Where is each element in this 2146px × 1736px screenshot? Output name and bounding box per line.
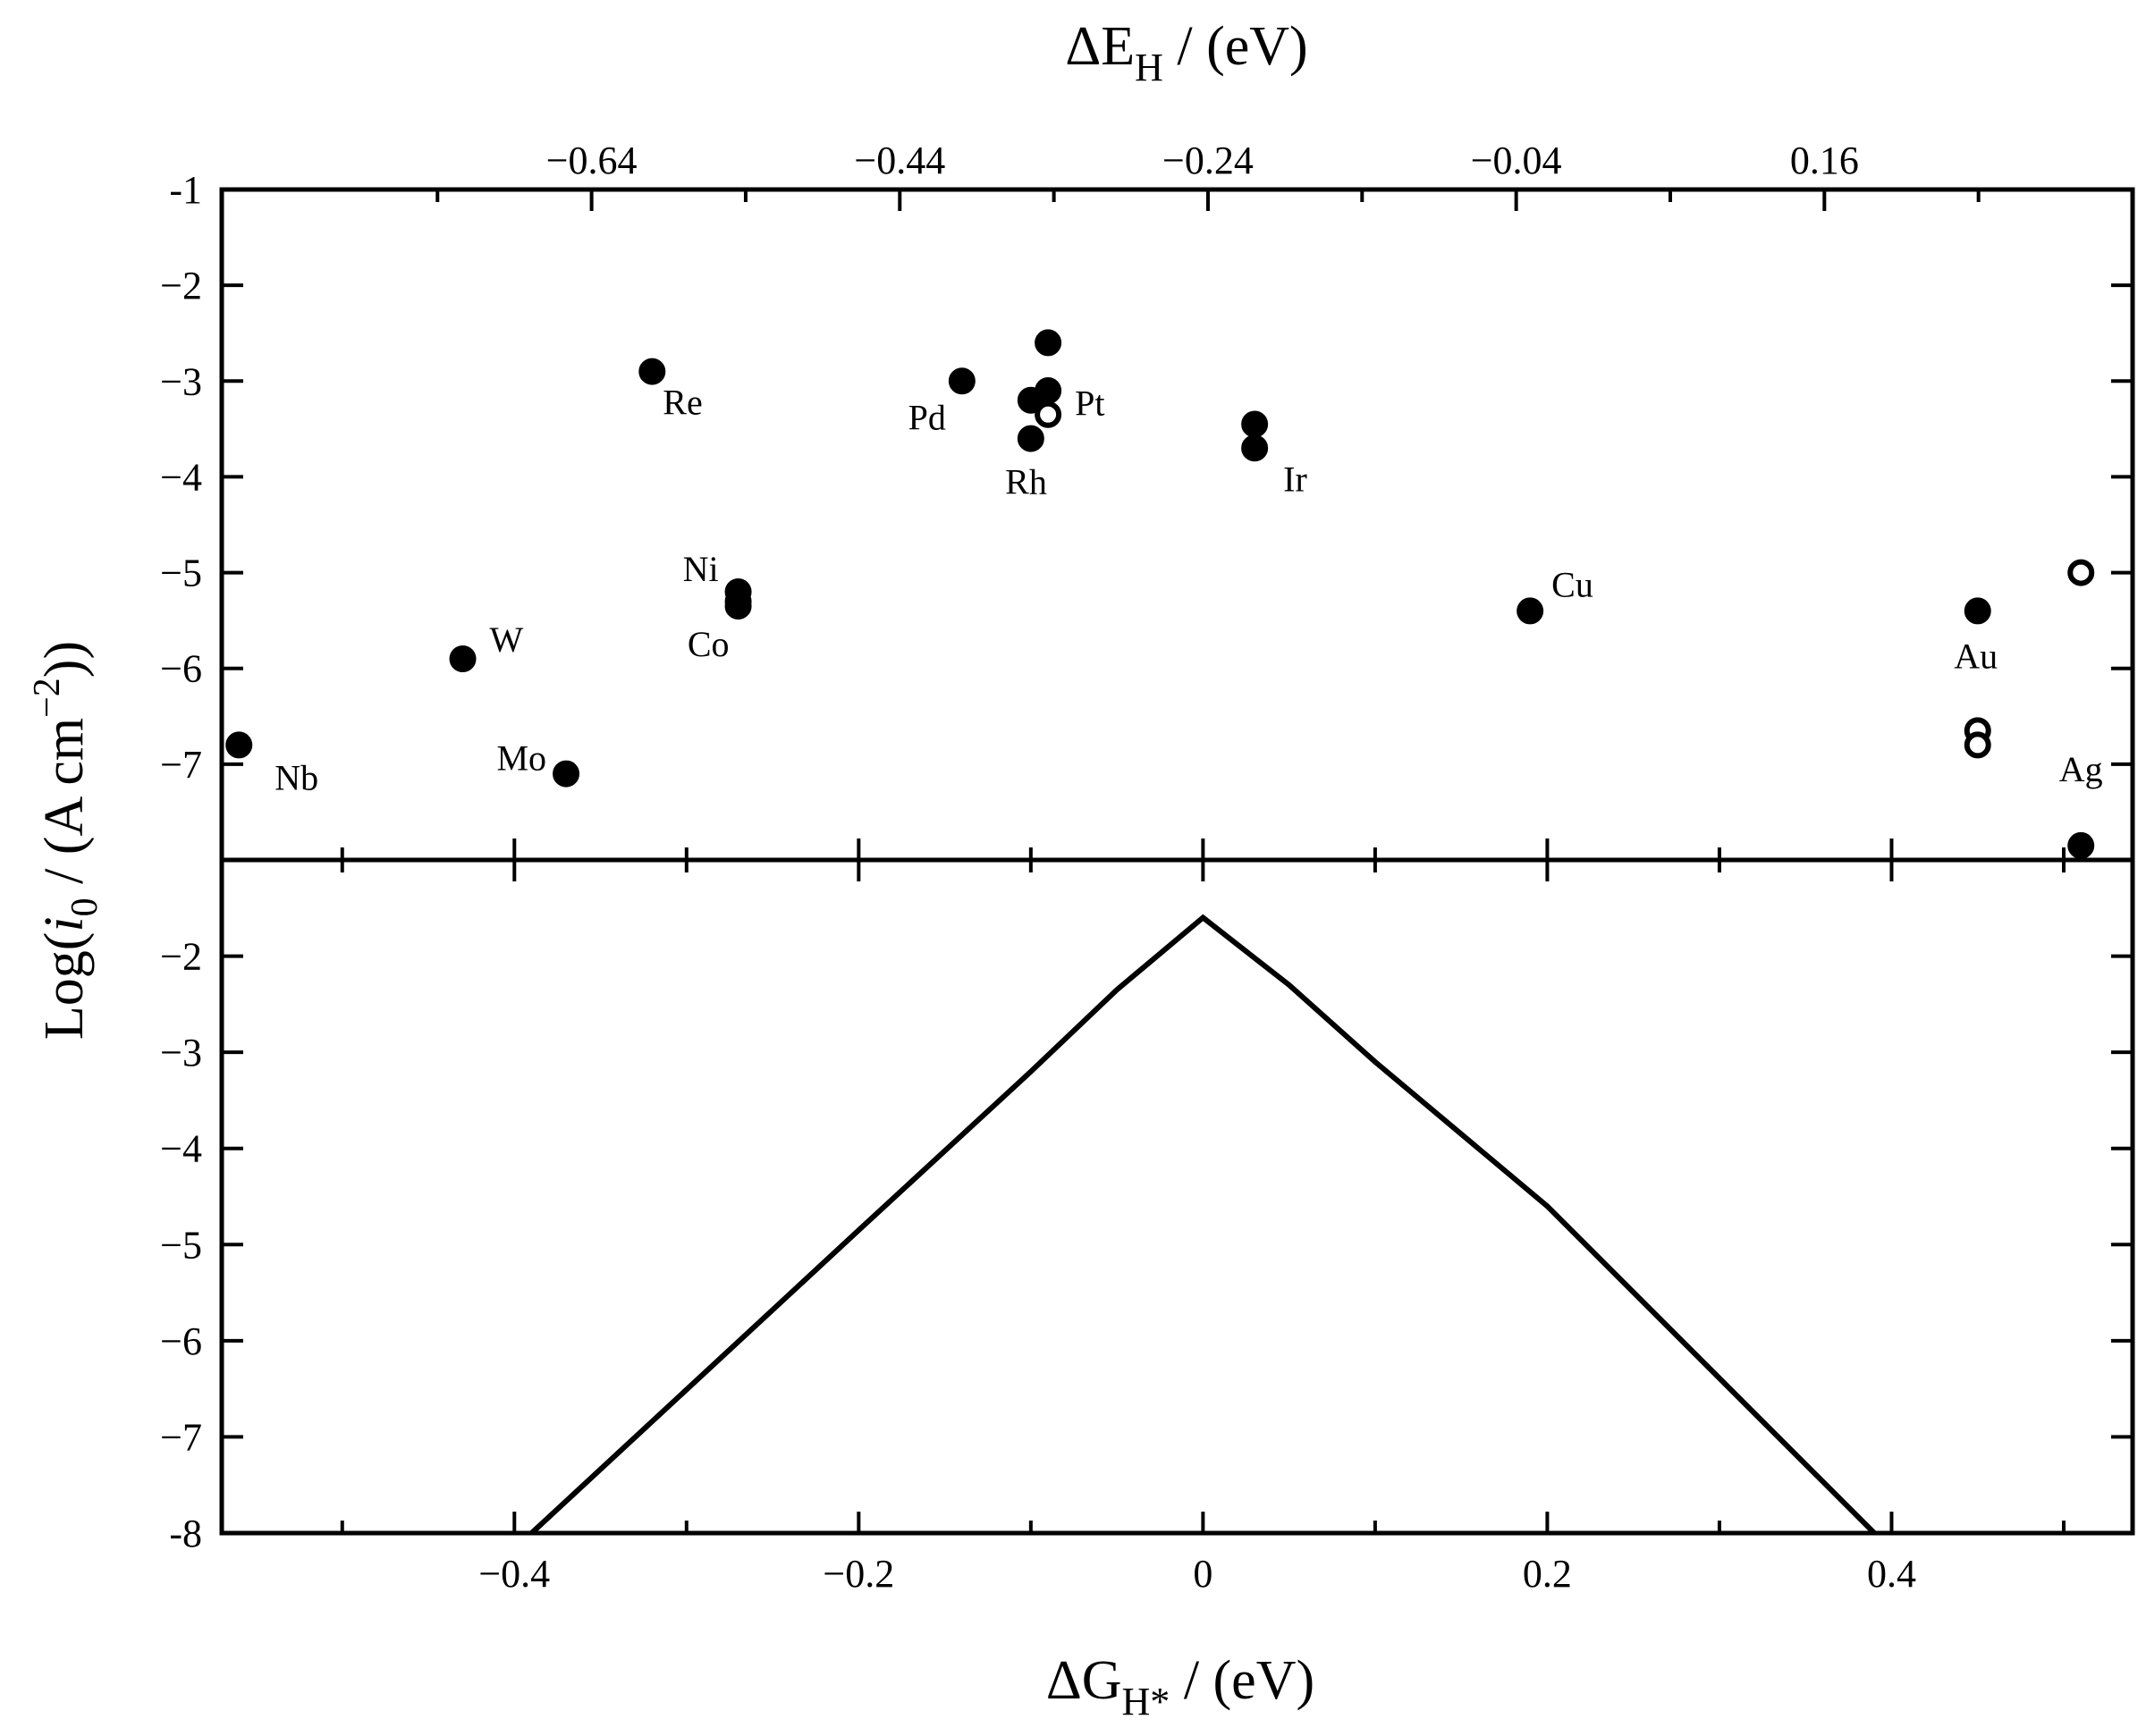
data-point-pt — [1035, 329, 1062, 357]
bottom-y-tick-label: −2 — [160, 935, 202, 979]
point-label-ir: Ir — [1283, 459, 1307, 499]
top-y-tick-label: −2 — [160, 264, 202, 308]
data-point-re — [638, 358, 666, 385]
data-point-ir — [1241, 434, 1269, 462]
point-label-mo: Mo — [496, 738, 546, 779]
bottom-y-tick-label: -8 — [169, 1512, 202, 1555]
bottom-x-tick-label: −0.4 — [478, 1552, 550, 1596]
top-y-tick-label: −4 — [160, 455, 202, 499]
point-label-co: Co — [688, 624, 730, 664]
data-point-cu — [1517, 597, 1544, 625]
data-point-ag — [2067, 559, 2095, 586]
bottom-x-axis: −0.4 −0.2 0 0.2 0.4 — [340, 1512, 2066, 1596]
point-label-pt: Pt — [1075, 383, 1104, 423]
data-point-pt — [1035, 400, 1062, 428]
data-point-au — [1964, 597, 1991, 625]
data-point-au — [1964, 731, 1991, 759]
top-x-tick-label: 0.16 — [1790, 139, 1859, 182]
point-label-re: Re — [663, 383, 702, 423]
volcano-curve-layer — [529, 914, 1877, 1536]
top-x-tick-label: −0.04 — [1471, 139, 1562, 182]
bottom-x-tick-label: −0.2 — [823, 1552, 894, 1596]
top-x-tick-label: −0.64 — [546, 139, 638, 182]
top-x-tick-label: −0.24 — [1162, 139, 1254, 182]
bottom-x-tick-label: 0.4 — [1867, 1552, 1916, 1596]
point-label-rh: Rh — [1005, 462, 1047, 502]
bottom-x-tick-label: 0.2 — [1523, 1552, 1572, 1596]
bottom-y-tick-label: −7 — [160, 1415, 202, 1459]
volcano-curve — [529, 914, 1877, 1536]
point-label-pd: Pd — [908, 397, 946, 437]
data-point-pd — [948, 367, 976, 395]
data-points-layer — [225, 329, 2095, 859]
point-label-cu: Cu — [1551, 564, 1593, 604]
bottom-x-tick-label: 0 — [1193, 1552, 1212, 1596]
point-label-w: W — [490, 619, 524, 660]
bottom-y-tick-label: −5 — [160, 1223, 202, 1267]
point-label-au: Au — [1954, 636, 1998, 676]
data-point-mo — [553, 760, 580, 788]
point-labels-layer: Nb W Mo Re Ni Co Pd Pt Rh Ir Cu Au Ag — [275, 383, 2102, 798]
left-y-axis: -1 −2 −3 −4 −5 −6 −7 −2 −3 −4 −5 −6 −7 -8 — [160, 168, 2133, 1555]
point-label-ni: Ni — [683, 549, 719, 589]
data-point-pt — [1017, 386, 1044, 414]
point-label-nb: Nb — [275, 757, 318, 797]
top-y-tick-label: -1 — [169, 168, 202, 212]
data-point-w — [449, 645, 477, 672]
data-point-nb — [225, 731, 253, 759]
data-point-ir — [1241, 410, 1269, 438]
top-y-tick-label: −6 — [160, 647, 202, 691]
plot-frame — [219, 187, 2135, 1536]
point-label-ag: Ag — [2059, 749, 2103, 789]
data-point-ag — [2067, 831, 2095, 859]
top-y-tick-label: −7 — [160, 743, 202, 787]
data-point-rh — [1017, 425, 1044, 452]
top-y-tick-label: −5 — [160, 552, 202, 595]
bottom-y-tick-label: −6 — [160, 1319, 202, 1363]
top-x-axis-title: ΔEH / (eV) — [1065, 16, 1307, 89]
y-axis-title: Log(i0 / (A cm−2)) — [27, 641, 106, 1040]
bottom-y-tick-label: −4 — [160, 1127, 202, 1171]
data-point-co — [724, 593, 752, 620]
top-x-axis: −0.64 −0.44 −0.24 −0.04 0.16 — [340, 139, 2066, 881]
bottom-y-tick-label: −3 — [160, 1031, 202, 1074]
top-y-tick-label: −3 — [160, 359, 202, 403]
bottom-x-axis-title: ΔGH* / (eV) — [1046, 1650, 1314, 1723]
top-x-tick-label: −0.44 — [854, 139, 945, 182]
